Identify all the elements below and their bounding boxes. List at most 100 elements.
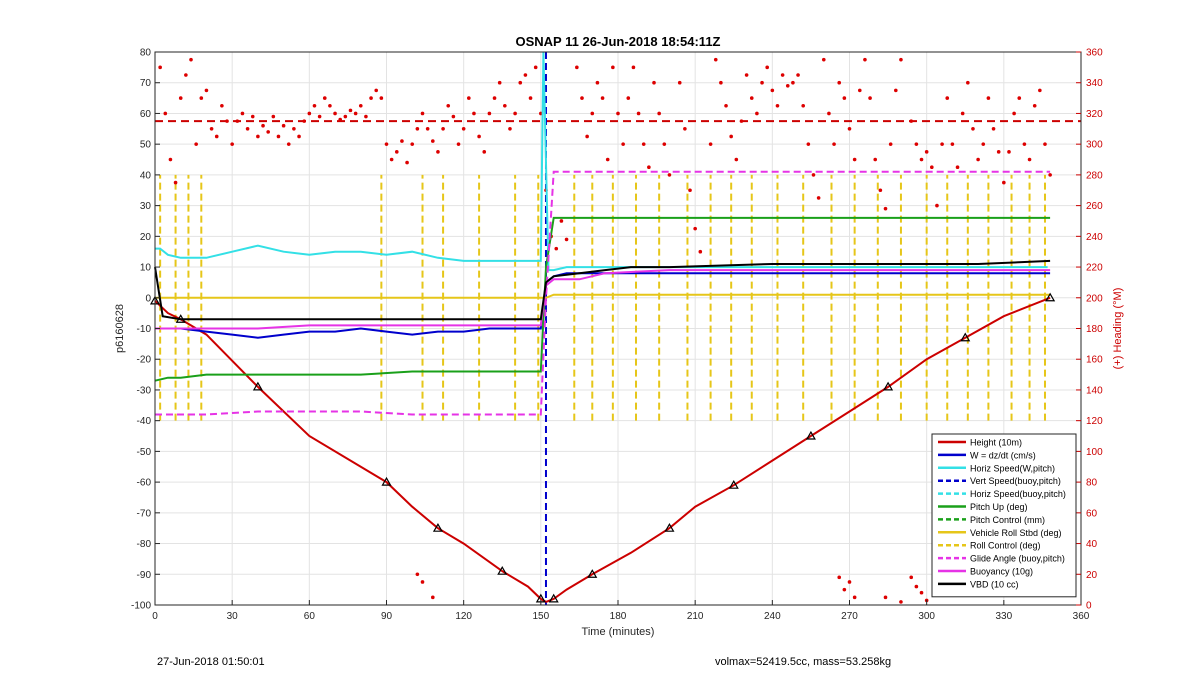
heading-point	[431, 139, 435, 143]
series-line-10	[155, 269, 1051, 330]
plot-area	[149, 51, 1081, 605]
heading-point	[292, 127, 296, 131]
y-tick-label: -40	[137, 416, 152, 427]
heading-point	[739, 119, 744, 123]
heading-point	[636, 111, 641, 116]
heading-point	[436, 150, 440, 154]
heading-point	[816, 196, 821, 200]
heading-point	[1038, 88, 1042, 93]
heading-point	[935, 203, 939, 208]
x-tick-label: 60	[304, 611, 316, 622]
x-tick-label: 90	[381, 611, 393, 622]
y2-tick-label: 40	[1086, 539, 1098, 550]
heading-point	[780, 73, 785, 77]
heading-point	[575, 65, 579, 70]
heading-point	[420, 580, 425, 584]
y-tick-label: 30	[140, 201, 152, 212]
y-tick-label: 60	[140, 109, 152, 120]
heading-point	[883, 595, 888, 600]
heading-point	[343, 114, 348, 119]
heading-point	[940, 142, 944, 146]
y-tick-label: -10	[137, 324, 152, 335]
heading-point	[713, 57, 718, 62]
heading-point	[811, 173, 816, 177]
heading-point	[837, 80, 842, 85]
heading-point	[729, 134, 733, 139]
y2-tick-label: 300	[1086, 140, 1103, 151]
y-tick-label: -70	[137, 508, 152, 519]
heading-point	[755, 111, 759, 116]
heading-point	[420, 111, 425, 116]
y2-tick-label: 80	[1086, 478, 1098, 489]
y-tick-label: 20	[140, 232, 152, 243]
heading-point	[523, 73, 528, 77]
legend-label: Pitch Control (mm)	[970, 515, 1045, 525]
heading-point	[996, 150, 1001, 154]
y2-tick-label: 120	[1086, 416, 1103, 427]
heading-point	[677, 80, 682, 85]
y2-tick-label: 260	[1086, 201, 1103, 212]
heading-point	[600, 96, 605, 100]
heading-point	[981, 142, 986, 146]
legend-label: Glide Angle (buoy,pitch)	[970, 554, 1065, 564]
x-tick-label: 150	[532, 611, 549, 622]
heading-point	[955, 165, 960, 170]
heading-point	[199, 96, 204, 100]
heading-point	[256, 134, 260, 139]
heading-point	[842, 96, 847, 100]
y-tick-label: -100	[131, 601, 151, 612]
y-tick-label: 50	[140, 140, 152, 151]
heading-point	[271, 114, 276, 119]
heading-point	[868, 96, 872, 100]
heading-point	[497, 80, 502, 85]
heading-point	[472, 111, 476, 116]
heading-point	[245, 127, 250, 131]
heading-point	[446, 103, 451, 108]
heading-point	[595, 80, 600, 85]
heading-point	[667, 173, 672, 177]
y-tick-label: -90	[137, 570, 152, 581]
heading-point	[749, 96, 754, 100]
x-tick-label: 210	[687, 611, 704, 622]
x-tick-label: 30	[227, 611, 239, 622]
heading-point	[281, 123, 286, 128]
legend-label: Pitch Up (deg)	[970, 502, 1028, 512]
series-line-5	[154, 216, 1051, 382]
heading-point	[888, 142, 893, 146]
legend: Height (10m) W = dz/dt (cm/s) Horiz Speed(…	[931, 433, 1077, 598]
heading-point	[286, 142, 291, 146]
heading-point	[626, 96, 631, 100]
series-line-7	[155, 293, 1051, 299]
height-marker	[728, 479, 739, 489]
heading-point	[960, 111, 965, 116]
x-tick-label: 270	[841, 611, 858, 622]
heading-point	[528, 96, 533, 100]
legend-label: Vert Speed(buoy,pitch)	[970, 476, 1061, 486]
heading-point	[641, 142, 646, 146]
series-line-11	[154, 259, 1051, 321]
heading-point	[168, 157, 173, 162]
heading-point	[559, 219, 564, 223]
legend-label: Horiz Speed(W,pitch)	[970, 463, 1055, 473]
y2-tick-label: 360	[1086, 48, 1103, 59]
x-axis: 0 30 60 90 120 150 180 210 240 270 300 330 360	[152, 600, 1090, 622]
heading-point	[400, 139, 404, 143]
heading-point	[451, 114, 456, 119]
heading-point	[1043, 142, 1047, 146]
legend-label: VBD (10 cc)	[970, 579, 1019, 589]
heading-point	[796, 73, 800, 77]
heading-point	[847, 127, 852, 131]
heading-point	[821, 57, 826, 62]
x-tick-label: 330	[995, 611, 1012, 622]
heading-point	[503, 103, 507, 108]
y2-tick-label: 100	[1086, 447, 1103, 458]
heading-point	[873, 157, 878, 162]
height-marker	[175, 314, 186, 323]
heading-point	[533, 65, 538, 70]
heading-point	[364, 114, 368, 119]
heading-point	[775, 103, 780, 108]
heading-point	[214, 134, 219, 139]
heading-point	[986, 96, 991, 100]
heading-point	[930, 165, 934, 170]
